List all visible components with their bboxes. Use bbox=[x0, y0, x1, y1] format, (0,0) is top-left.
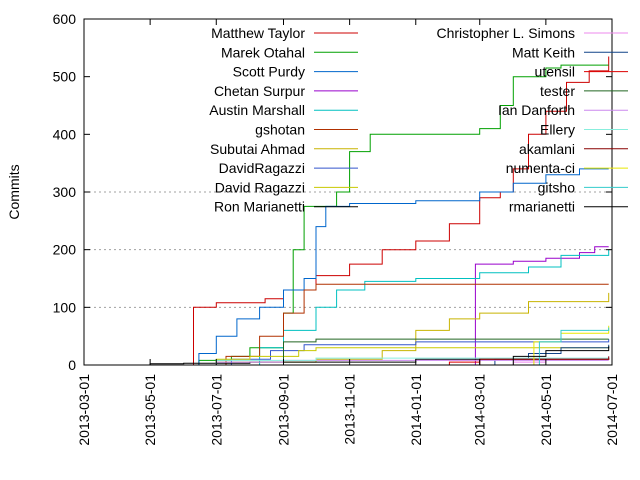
y-tick-label: 100 bbox=[53, 299, 77, 315]
x-tick-label: 2014-05-01 bbox=[538, 374, 554, 446]
y-tick-label: 600 bbox=[53, 11, 77, 27]
x-tick-label: 2014-01-01 bbox=[408, 374, 424, 446]
y-tick-label: 200 bbox=[53, 242, 77, 258]
series-line-14 bbox=[183, 359, 609, 366]
legend-label: gitsho bbox=[538, 179, 576, 195]
series-line-5 bbox=[204, 283, 609, 366]
axis-ticks: 0 100 200 300 400 500 600 2013-03-01 2013-05-01 2… bbox=[53, 11, 620, 446]
legend-label: Matt Keith bbox=[512, 44, 575, 60]
x-tick-label: 2013-03-01 bbox=[76, 374, 92, 446]
series-line-11 bbox=[449, 344, 610, 366]
legend-label: Subutai Ahmad bbox=[210, 141, 305, 157]
y-tick-label: 300 bbox=[53, 184, 77, 200]
x-tick-label: 2014-07-01 bbox=[604, 374, 620, 446]
legend-label: rmarianetti bbox=[509, 199, 575, 215]
y-tick-label: 0 bbox=[68, 357, 76, 373]
legend-label: Austin Marshall bbox=[209, 102, 305, 118]
x-tick-label: 2013-07-01 bbox=[208, 374, 224, 446]
legend-label: akamlani bbox=[519, 141, 575, 157]
series-line-0 bbox=[138, 56, 610, 366]
legend-label: Matthew Taylor bbox=[211, 25, 305, 41]
series-line-6 bbox=[193, 292, 610, 366]
x-tick-label: 2013-05-01 bbox=[142, 374, 158, 446]
y-tick-label: 400 bbox=[53, 126, 77, 142]
x-tick-label: 2014-03-01 bbox=[472, 374, 488, 446]
legend-label: Ellery bbox=[540, 122, 575, 138]
legend-label: utensil bbox=[535, 64, 575, 80]
legend-label: Scott Purdy bbox=[233, 64, 305, 80]
legend-label: tester bbox=[540, 83, 575, 99]
series-line-3 bbox=[464, 246, 609, 366]
legend-label: Ian Danforth bbox=[498, 102, 575, 118]
legend-label: Chetan Surpur bbox=[214, 83, 305, 99]
legend-label: DavidRagazzi bbox=[219, 160, 305, 176]
x-tick-label: 2013-11-01 bbox=[342, 374, 358, 445]
series-line-13 bbox=[249, 338, 609, 366]
y-axis-label: Commits bbox=[6, 164, 22, 219]
legend-label: Marek Otahal bbox=[221, 44, 305, 60]
legend-label: David Ragazzi bbox=[215, 179, 305, 195]
legend-label: gshotan bbox=[255, 122, 305, 138]
legend: Matthew Taylor Marek Otahal Scott Purdy Che… bbox=[209, 25, 628, 215]
legend-label: Christopher L. Simons bbox=[436, 25, 575, 41]
grid-lines bbox=[84, 191, 612, 308]
legend-label: numenta-ci bbox=[506, 160, 575, 176]
y-tick-label: 500 bbox=[53, 69, 77, 85]
series-line-2 bbox=[193, 168, 609, 366]
legend-label: Ron Marianetti bbox=[214, 199, 305, 215]
series-line-7 bbox=[198, 339, 610, 366]
x-tick-label: 2013-09-01 bbox=[275, 374, 291, 446]
